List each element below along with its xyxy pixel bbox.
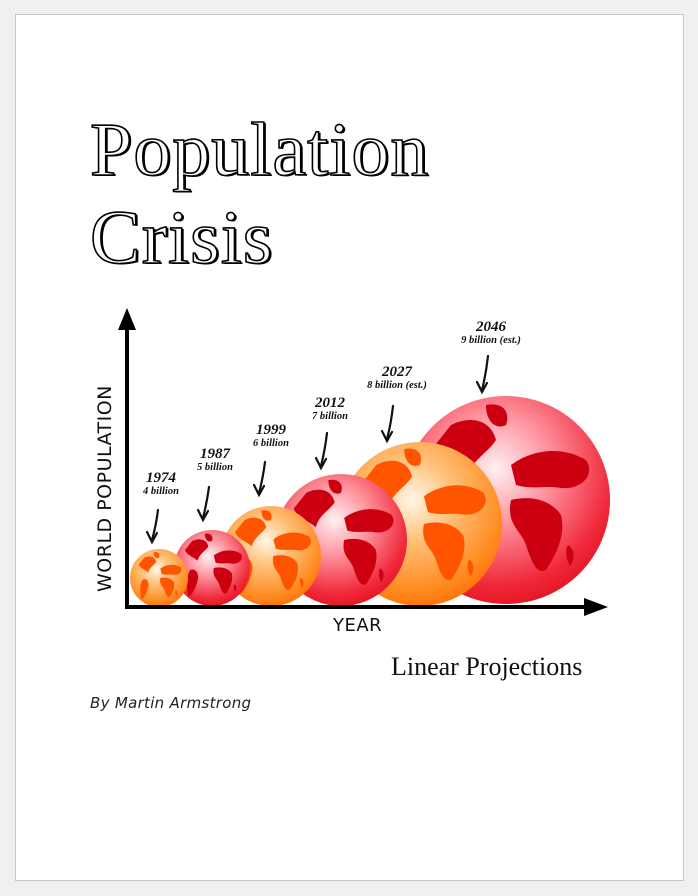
annotation-2012: 2012 7 billion bbox=[312, 395, 348, 422]
annotation-2027: 2027 8 billion (est.) bbox=[367, 364, 427, 391]
globe-1974 bbox=[130, 549, 188, 607]
population-globes-chart bbox=[118, 308, 610, 616]
annotation-2046: 2046 9 billion (est.) bbox=[461, 319, 521, 346]
x-axis-label: YEAR bbox=[333, 615, 383, 636]
globe-1987 bbox=[174, 530, 250, 606]
author-byline: By Martin Armstrong bbox=[90, 694, 252, 712]
annotation-1987: 1987 5 billion bbox=[197, 446, 233, 473]
annotation-1999: 1999 6 billion bbox=[253, 422, 289, 449]
annotation-arrows bbox=[145, 354, 490, 545]
title-line-2: Crisis bbox=[89, 196, 274, 280]
subtitle: Linear Projections bbox=[391, 652, 583, 681]
chart-axes bbox=[118, 308, 608, 616]
title-line-1: Population bbox=[89, 108, 430, 192]
annotation-1974: 1974 4 billion bbox=[143, 470, 179, 497]
